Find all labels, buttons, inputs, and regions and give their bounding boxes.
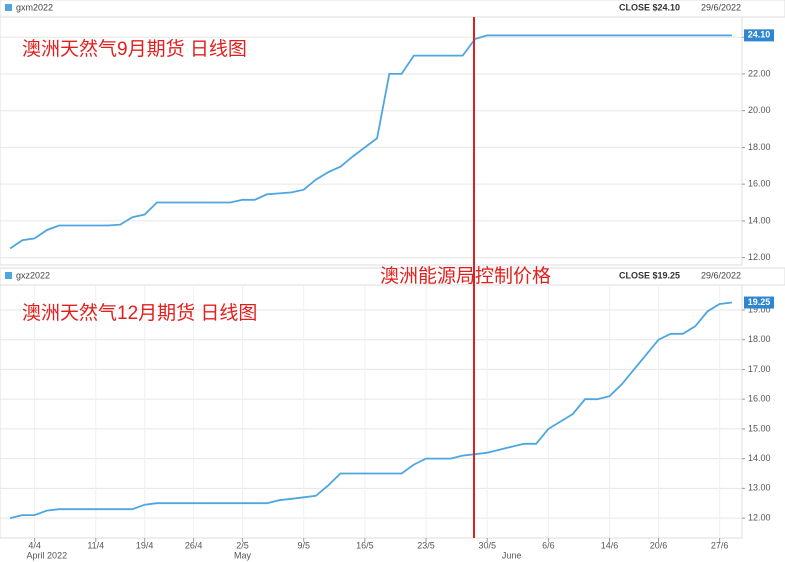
month-label: June [502, 550, 522, 560]
y-tick-label: 12.00 [748, 512, 771, 522]
y-tick-label: 12.00 [748, 252, 771, 262]
x-tick-label: 2/5 [236, 540, 249, 550]
legend-label: gxm2022 [16, 2, 53, 12]
y-tick-label: 18.00 [748, 334, 771, 344]
x-tick-label: 27/6 [711, 540, 729, 550]
header-bar [0, 267, 785, 286]
y-tick-label: 14.00 [748, 215, 771, 225]
y-tick-label: 18.00 [748, 142, 771, 152]
value-label: 24.10 [748, 30, 771, 40]
annotation: 澳洲天然气9月期货 日线图 [22, 38, 247, 60]
x-tick-label: 11/4 [87, 540, 104, 550]
month-label: April 2022 [27, 550, 68, 560]
y-tick-label: 15.00 [748, 423, 771, 433]
annotation: 澳洲天然气12月期货 日线图 [22, 302, 257, 324]
x-tick-label: 23/5 [417, 540, 435, 550]
date-label: 29/6/2022 [701, 270, 741, 280]
plot-area [0, 16, 743, 266]
close-label: CLOSE $24.10 [619, 2, 680, 12]
value-label: 19.25 [748, 297, 771, 307]
y-tick-label: 19.00 [748, 304, 771, 314]
y-tick-label: 16.00 [748, 394, 771, 404]
legend-swatch [5, 272, 12, 279]
x-tick-label: 26/4 [185, 540, 203, 550]
date-label: 29/6/2022 [701, 2, 741, 12]
x-tick-label: 20/6 [650, 540, 668, 550]
annotation: 澳洲能源局控制价格 [380, 265, 551, 287]
month-label: May [234, 550, 252, 560]
y-tick-label: 22.00 [748, 68, 771, 78]
x-tick-label: 6/6 [542, 540, 555, 550]
legend-label: gxz2022 [16, 270, 50, 280]
header-bar [0, 0, 785, 18]
close-label: CLOSE $19.25 [619, 270, 680, 280]
value-badge [744, 296, 774, 309]
x-tick-label: 4/4 [28, 540, 41, 550]
x-tick-label: 16/5 [356, 540, 374, 550]
x-tick-label: 30/5 [478, 540, 496, 550]
y-tick-label: 17.00 [748, 364, 771, 374]
value-badge [744, 29, 774, 42]
y-tick-label: 20.00 [748, 105, 771, 115]
y-tick-label: 14.00 [748, 453, 771, 463]
y-tick-label: 13.00 [748, 483, 771, 493]
line-series [9, 34, 732, 250]
line-series [9, 301, 733, 519]
legend-swatch [5, 4, 12, 11]
x-tick-label: 19/4 [136, 540, 154, 550]
x-tick-label: 9/5 [297, 540, 310, 550]
x-tick-label: 14/6 [601, 540, 619, 550]
plot-area [0, 284, 743, 539]
y-tick-label: 16.00 [748, 179, 771, 189]
